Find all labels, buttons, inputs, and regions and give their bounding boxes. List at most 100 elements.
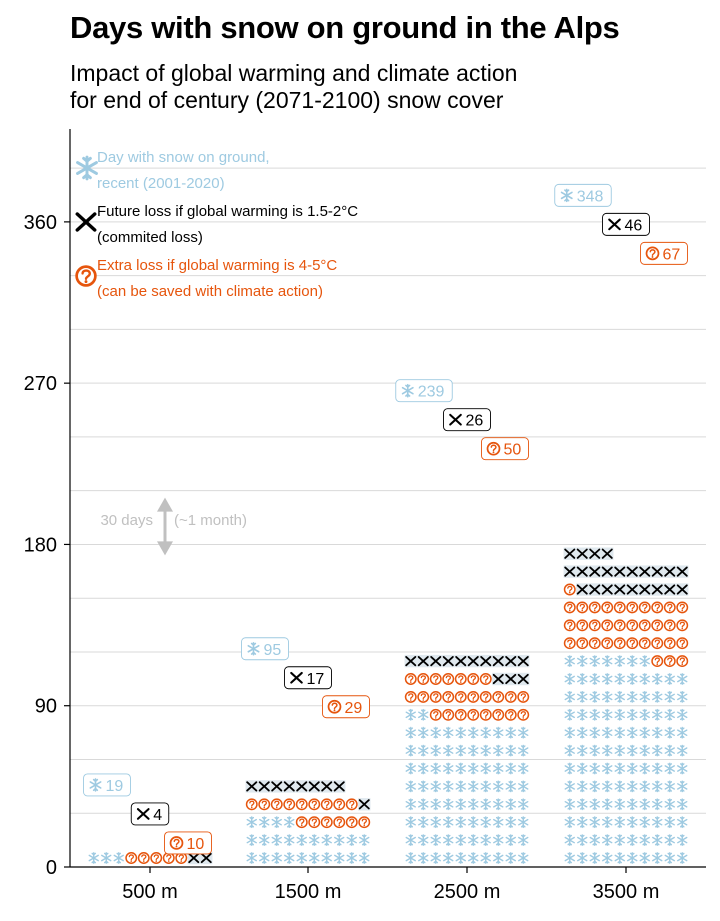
snowflake-icon [577, 780, 588, 793]
snowflake-icon [405, 780, 416, 793]
snowflake-icon [627, 726, 638, 739]
snowflake-icon [418, 816, 429, 829]
extra-value-label: 10 [164, 831, 212, 855]
y-tick-label: 90 [35, 696, 57, 718]
question-circle-icon [601, 601, 614, 614]
annotation-text-left: 30 days [100, 512, 153, 529]
snowflake-icon [677, 708, 688, 721]
snowflake-icon [246, 816, 257, 829]
snowflake-icon [493, 852, 504, 864]
question-circle-icon [295, 816, 308, 829]
snowflake-icon [505, 726, 516, 739]
question-circle-icon [308, 798, 321, 811]
snowflake-icon [677, 762, 688, 775]
snowflake-icon [518, 816, 529, 829]
recent-value-label: 19 [83, 773, 131, 797]
snowflake-icon [296, 852, 307, 864]
snowflake-icon [589, 744, 600, 757]
snowflake-icon [455, 852, 466, 864]
question-circle-icon [442, 690, 455, 703]
snowflake-icon [614, 744, 625, 757]
question-circle-icon [479, 673, 492, 685]
snowflake-icon [677, 816, 688, 829]
snowflake-icon [664, 780, 675, 793]
question-circle-icon [563, 619, 576, 632]
snowflake-icon [589, 655, 600, 667]
snowflake-icon [664, 708, 675, 721]
snowflake-icon [455, 834, 466, 846]
snowflake-icon [564, 673, 575, 685]
snowflake-icon [468, 726, 479, 739]
snowflake-icon [418, 726, 429, 739]
snowflake-icon [259, 852, 270, 864]
question-circle-icon [486, 441, 501, 456]
question-circle-icon [601, 637, 614, 650]
x-ticks: 500 m 1500 m 2500 m 3500 m [122, 867, 659, 903]
question-circle-icon [479, 708, 492, 721]
snowflake-icon [602, 780, 613, 793]
question-circle-icon [676, 619, 689, 632]
chart-subtitle: Impact of global warming and climate act… [70, 60, 690, 114]
snowflake-icon [259, 834, 270, 846]
snowflake-icon [614, 780, 625, 793]
snowflake-icon [564, 762, 575, 775]
question-circle-icon [517, 708, 530, 721]
snowflake-icon [677, 852, 688, 864]
snowflake-icon [589, 708, 600, 721]
snowflake-icon [564, 744, 575, 757]
snowflake-icon [455, 744, 466, 757]
question-circle-icon [245, 798, 258, 811]
snowflake-icon [677, 798, 688, 811]
snowflake-icon [639, 655, 650, 667]
arrow-head-down [157, 541, 173, 556]
committed-value-label: 4 [130, 802, 170, 826]
question-circle-icon [442, 673, 455, 685]
snowflake-icon [652, 780, 663, 793]
snowflake-icon [652, 673, 663, 685]
snowflake-icon [271, 852, 282, 864]
question-circle-icon [576, 601, 589, 614]
snowflake-icon [577, 798, 588, 811]
question-circle-icon [258, 798, 271, 811]
snowflake-icon [614, 762, 625, 775]
snowflake-icon [418, 780, 429, 793]
snowflake-icon [418, 708, 429, 721]
snowflake-icon [639, 673, 650, 685]
label-value: 46 [625, 217, 643, 234]
snowflake-icon [627, 673, 638, 685]
snowflake-icon [518, 798, 529, 811]
snowflake-icon [493, 744, 504, 757]
snowflake-icon [284, 852, 295, 864]
label-value: 95 [264, 642, 282, 659]
committed-value-label: 26 [443, 408, 491, 432]
snowflake-icon [346, 852, 357, 864]
snowflake-icon [664, 762, 675, 775]
snowflake-icon [577, 673, 588, 685]
legend-committed-line-2: (commited loss) [97, 229, 203, 246]
question-circle-icon [333, 816, 346, 829]
snowflake-icon [443, 816, 454, 829]
snowflake-icon [430, 744, 441, 757]
snowflake-icon [430, 834, 441, 846]
question-circle-icon [517, 690, 530, 703]
question-circle-icon [563, 583, 576, 596]
snowflake-icon [505, 816, 516, 829]
y-tick-label: 360 [24, 212, 57, 234]
snowflake-icon [405, 762, 416, 775]
snowflake-icon [589, 834, 600, 846]
y-tick-label: 180 [24, 534, 57, 556]
snowflake-icon [639, 780, 650, 793]
snowflake-icon [564, 816, 575, 829]
snowflake-icon [677, 834, 688, 846]
snowflake-icon [627, 691, 638, 703]
snowflake-icon [505, 762, 516, 775]
snowflake-icon [589, 762, 600, 775]
snowflake-icon [480, 816, 491, 829]
snowflake-icon [652, 816, 663, 829]
snowflake-icon [518, 726, 529, 739]
snowflake-icon [564, 655, 575, 667]
question-circle-icon [150, 852, 163, 864]
snowflake-icon [589, 852, 600, 864]
question-circle-icon [137, 852, 150, 864]
